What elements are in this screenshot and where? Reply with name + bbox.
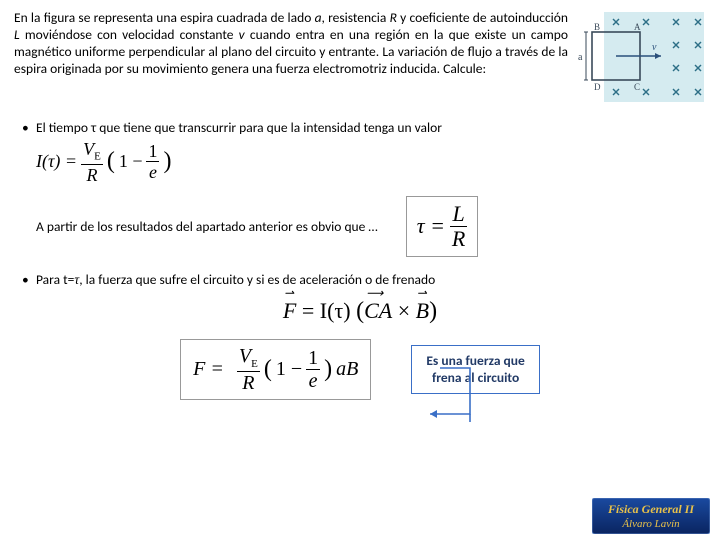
loop-diagram: a B A D C v	[576, 10, 706, 105]
tau-box: τ = LR	[406, 196, 478, 257]
svg-text:Álvaro Lavín: Álvaro Lavín	[621, 518, 680, 530]
formula-i-tau: I(τ) = VER ( 1 − 1e )	[36, 140, 706, 184]
svg-text:C: C	[634, 82, 640, 92]
problem-statement: En la figura se representa una espira cu…	[14, 10, 568, 105]
svg-text:B: B	[594, 22, 600, 32]
svg-text:D: D	[594, 82, 601, 92]
bullet-force: • Para t=τ, la fuerza que sufre el circu…	[22, 271, 706, 288]
obvio-text: A partir de los resultados del apartado …	[36, 218, 378, 235]
svg-text:a: a	[578, 52, 583, 63]
braking-box: Es una fuerza que frena al circuito	[411, 345, 540, 394]
svg-text:Física General II: Física General II	[607, 502, 695, 516]
force-magnitude-box: F = VER ( 1 − 1e ) aB	[180, 339, 371, 400]
course-logo: Física General II Álvaro Lavín	[592, 498, 710, 534]
force-vector-formula: ⇀F = I(τ) (⟶CA × ⇀B)	[14, 298, 706, 325]
bullet-tau: • El tiempo τ que tiene que transcurrir …	[22, 119, 706, 136]
svg-text:A: A	[634, 22, 641, 32]
svg-text:v: v	[652, 42, 657, 53]
